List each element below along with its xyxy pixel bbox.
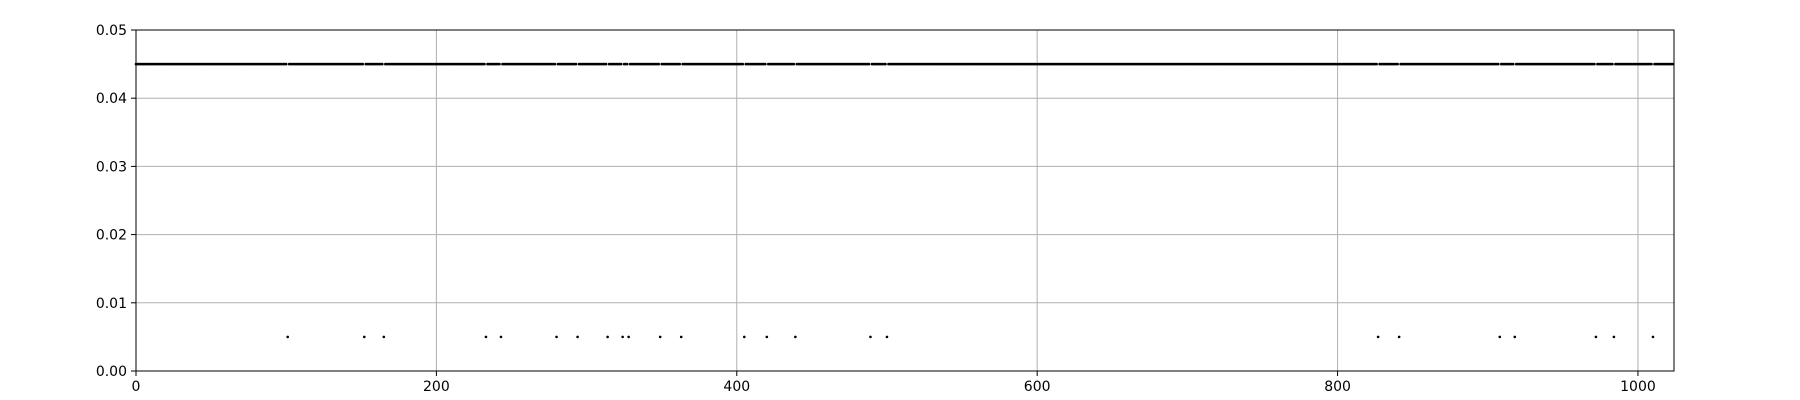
data-point-low [658, 335, 662, 339]
x-tick-label: 400 [723, 379, 750, 395]
data-point-high [1511, 62, 1515, 66]
data-point-low [1594, 335, 1598, 339]
data-point-low [742, 335, 746, 339]
data-point-high [619, 62, 623, 66]
data-point-high [1375, 62, 1378, 66]
data-point-low [765, 335, 769, 339]
data-point-high [381, 62, 384, 66]
data-point-low [1612, 335, 1616, 339]
y-tick-label: 0.01 [96, 296, 127, 312]
y-tick-label: 0.03 [96, 159, 127, 175]
plot-area-frame [135, 29, 1675, 372]
data-point-high [764, 62, 767, 66]
data-point-low [627, 335, 630, 339]
data-point-high [553, 62, 557, 66]
y-tick-label: 0.05 [96, 23, 127, 39]
data-point-high [867, 62, 871, 66]
x-tick-label: 800 [1324, 379, 1351, 395]
data-point-low [484, 335, 488, 339]
y-tick-label: 0.00 [96, 364, 127, 380]
data-point-high [1593, 62, 1596, 66]
data-point-low [1376, 335, 1380, 339]
data-point-high [483, 62, 486, 66]
data-point-high [1611, 62, 1614, 66]
data-point-high [1650, 62, 1653, 66]
y-tick-label: 0.04 [96, 91, 127, 107]
data-point-low [499, 335, 503, 339]
data-point-high [741, 62, 745, 66]
data-point-high [284, 62, 288, 66]
data-point-low [621, 335, 624, 339]
data-point-high [657, 62, 660, 66]
x-tick-label: 200 [423, 379, 450, 395]
data-point-low [1397, 335, 1401, 339]
x-tick-label: 600 [1024, 379, 1051, 395]
data-point-low [1513, 335, 1517, 339]
data-point-high [792, 62, 796, 66]
data-point-low [1498, 335, 1502, 339]
data-point-high [604, 62, 608, 66]
data-point-low [885, 335, 889, 339]
data-point-high [574, 62, 578, 66]
data-point-low [555, 335, 558, 339]
x-tick-label: 1000 [1620, 379, 1656, 395]
data-point-low [794, 335, 797, 339]
axis-ticks: 0 200 400 600 800 1000 0.00 0.01 0.02 0.03 0.04 0.0… [96, 23, 1656, 395]
data-point-low [679, 335, 683, 339]
data-point-high [625, 62, 629, 66]
x-tick-label: 0 [132, 379, 141, 395]
data-point-low [869, 335, 872, 339]
data-point-low [1651, 335, 1655, 339]
data-point-high [1396, 62, 1399, 66]
data-point-high [884, 62, 887, 66]
data-point-high [1496, 62, 1500, 66]
data-point-low [382, 335, 386, 339]
data-points [134, 62, 1674, 339]
data-point-low [286, 335, 290, 339]
y-tick-label: 0.02 [96, 228, 127, 244]
data-point-high [498, 62, 501, 66]
data-point-high [1671, 62, 1674, 66]
data-point-high [361, 62, 365, 66]
data-point-low [606, 335, 609, 339]
data-point-low [363, 335, 366, 339]
data-point-high [678, 62, 682, 66]
grid-lines [136, 30, 1674, 371]
data-point-low [576, 335, 579, 339]
